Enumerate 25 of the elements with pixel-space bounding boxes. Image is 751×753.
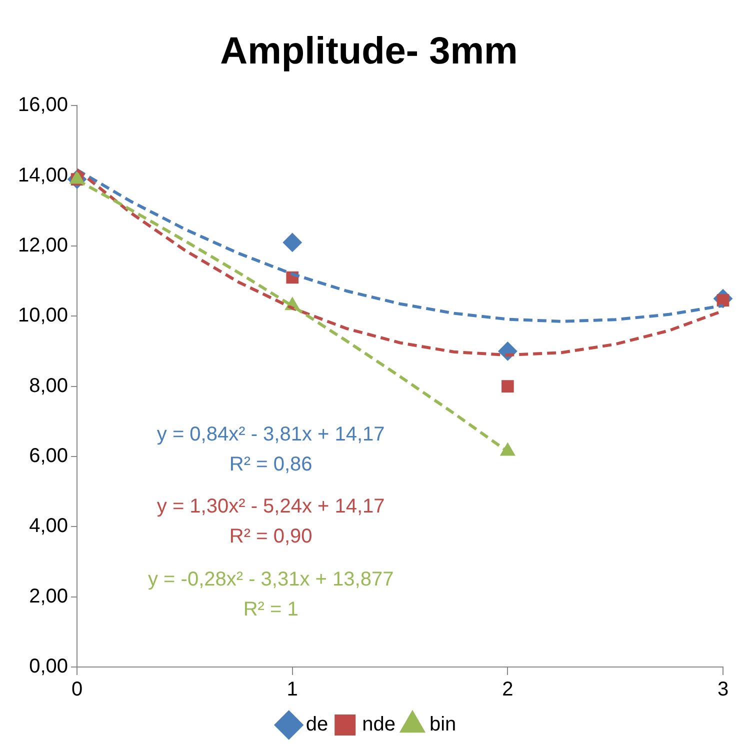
y-tick-label: 10,00 (18, 304, 68, 327)
y-tick-label: 12,00 (18, 234, 68, 256)
legend-label: de (306, 714, 328, 736)
x-tick-label: 2 (502, 678, 514, 701)
y-tick-label: 6,00 (29, 444, 68, 467)
chart-title: Amplitude- 3mm (220, 30, 518, 72)
annotation: R² = 0,86 (229, 454, 312, 476)
legend-label: bin (429, 714, 456, 736)
y-tick-label: 0,00 (29, 656, 68, 678)
y-tick-label: 8,00 (29, 374, 68, 397)
point (502, 380, 514, 392)
point (282, 232, 302, 252)
annotation: y = 1,30x² - 5,24x + 14,17 (156, 496, 385, 518)
y-tick-label: 16,00 (18, 94, 68, 116)
annotation: R² = 0,90 (229, 526, 312, 548)
annotation: y = -0,28x² - 3,31x + 13,877 (148, 568, 394, 591)
y-tick-label: 2,00 (29, 585, 68, 608)
x-tick-label: 0 (71, 678, 83, 701)
x-tick-label: 3 (717, 678, 729, 701)
annotation: y = 0,84x² - 3,81x + 14,17 (156, 424, 385, 446)
y-tick-label: 14,00 (18, 164, 68, 186)
y-tick-label: 4,00 (29, 515, 68, 538)
x-tick-label: 1 (286, 678, 298, 701)
legend-label: nde (362, 714, 396, 736)
annotation: R² = 1 (243, 598, 298, 621)
